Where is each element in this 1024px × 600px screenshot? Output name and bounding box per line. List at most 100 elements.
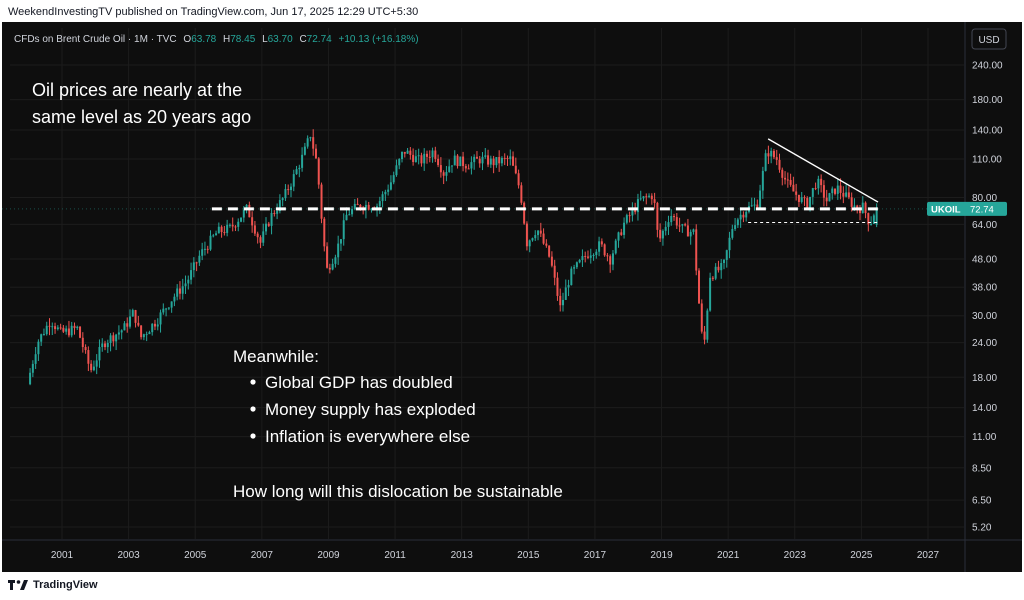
candle-body-down xyxy=(412,154,415,163)
candle-body-up xyxy=(736,219,739,226)
chart-panel[interactable]: 240.00 180.00 140.00 110.00 80.00 64.00 48.00 3… xyxy=(2,22,1022,572)
legend-change: +10.13 (+16.18%) xyxy=(338,34,418,45)
svg-text:CFDs on Brent Crude Oil · 1M ·: CFDs on Brent Crude Oil · 1M · TVC O63.7… xyxy=(14,34,419,45)
candle-body-up xyxy=(142,334,145,338)
candle-body-down xyxy=(825,197,828,202)
candle-body-up xyxy=(764,153,767,171)
candle-body-up xyxy=(636,199,639,213)
candles xyxy=(29,129,878,386)
publisher-line: WeekendInvestingTV published on TradingV… xyxy=(8,6,419,18)
candle-body-up xyxy=(278,200,281,212)
candle-body-up xyxy=(642,196,645,199)
candle-body-up xyxy=(575,262,578,268)
annotation-body: Meanwhile: Global GDP has doubled Money … xyxy=(233,347,563,501)
candle-body-up xyxy=(131,310,134,317)
candle-body-up xyxy=(453,155,456,166)
candle-body-up xyxy=(148,332,151,335)
candle-body-down xyxy=(104,343,107,348)
price-axis[interactable]: 240.00 180.00 140.00 110.00 80.00 64.00 48.00 3… xyxy=(972,61,1003,534)
candle-body-down xyxy=(506,157,509,159)
candle-body-down xyxy=(134,310,137,323)
candle-body-down xyxy=(858,209,861,214)
candle-body-up xyxy=(70,325,73,336)
candle-body-up xyxy=(720,263,723,271)
candle-body-up xyxy=(342,220,345,240)
candle-body-up xyxy=(129,316,132,327)
candle-body-down xyxy=(79,326,82,338)
y-tick-label: 14.00 xyxy=(972,403,997,414)
candle-body-down xyxy=(84,347,87,351)
candle-body-up xyxy=(423,153,426,164)
candle-body-up xyxy=(292,174,295,187)
candle-body-up xyxy=(481,156,484,164)
candle-body-down xyxy=(48,325,51,327)
candle-body-down xyxy=(656,202,659,230)
candle-body-down xyxy=(517,173,520,186)
footer-brand[interactable]: TradingView xyxy=(8,576,98,594)
candle-body-down xyxy=(684,224,687,226)
candle-body-down xyxy=(700,303,703,332)
candle-body-up xyxy=(378,201,381,207)
candle-body-down xyxy=(320,184,323,219)
candle-body-down xyxy=(803,197,806,199)
x-tick-label: 2001 xyxy=(51,550,74,561)
candle-body-down xyxy=(251,217,254,226)
candle-body-down xyxy=(195,262,198,264)
candle-body-up xyxy=(192,262,195,271)
candle-body-down xyxy=(586,256,589,258)
y-tick-label: 24.00 xyxy=(972,338,997,349)
candle-body-down xyxy=(90,363,93,371)
candle-body-up xyxy=(226,224,229,233)
candle-body-up xyxy=(212,235,215,237)
candle-body-up xyxy=(595,251,598,255)
candle-body-down xyxy=(523,202,526,224)
candle-body-up xyxy=(537,230,540,236)
candle-body-up xyxy=(331,263,334,270)
y-tick-label: 5.20 xyxy=(972,523,992,534)
candle-body-up xyxy=(648,195,651,197)
candle-body-up xyxy=(173,296,176,302)
y-tick-label: 6.50 xyxy=(972,496,992,507)
candle-body-up xyxy=(265,223,268,232)
currency-button[interactable]: USD xyxy=(971,28,1007,50)
candle-body-down xyxy=(434,150,437,159)
candle-body-up xyxy=(65,328,68,332)
candle-body-up xyxy=(722,259,725,264)
grid-lines xyxy=(10,28,964,539)
x-tick-label: 2025 xyxy=(850,550,873,561)
candle-body-up xyxy=(106,342,109,348)
candle-body-down xyxy=(559,295,562,306)
last-price-tag: UKOIL 72.74 xyxy=(927,201,1007,216)
time-axis[interactable]: 2001 2003 2005 2007 2009 2011 2013 2015 2017 2019… xyxy=(51,550,940,561)
candle-body-down xyxy=(789,180,792,185)
candle-body-down xyxy=(606,255,609,257)
candle-body-up xyxy=(473,156,476,163)
candle-body-up xyxy=(76,326,79,329)
candle-body-down xyxy=(439,165,442,173)
candle-body-up xyxy=(162,308,165,313)
candle-body-down xyxy=(806,198,809,209)
candle-body-down xyxy=(62,327,65,332)
x-tick-label: 2013 xyxy=(451,550,474,561)
candle-body-up xyxy=(450,165,453,167)
candle-body-up xyxy=(190,270,193,280)
candle-body-down xyxy=(711,277,714,279)
price-chart[interactable]: 240.00 180.00 140.00 110.00 80.00 64.00 48.00 3… xyxy=(2,22,1022,572)
x-tick-label: 2011 xyxy=(384,550,406,561)
candle-body-down xyxy=(678,225,681,227)
candle-body-up xyxy=(870,223,873,225)
candle-body-down xyxy=(267,223,270,226)
candle-body-up xyxy=(101,343,104,348)
y-tick-label: 64.00 xyxy=(972,220,997,231)
symbol-legend[interactable]: CFDs on Brent Crude Oil · 1M · TVC O63.7… xyxy=(14,34,419,45)
candle-body-down xyxy=(784,177,787,180)
candle-body-down xyxy=(850,197,853,207)
candle-body-down xyxy=(609,256,612,265)
candle-body-up xyxy=(670,215,673,223)
bullet-gdp: Global GDP has doubled xyxy=(265,373,453,392)
candle-body-up xyxy=(567,285,570,288)
candle-body-up xyxy=(370,209,373,211)
y-tick-label: 8.50 xyxy=(972,463,992,474)
candle-body-down xyxy=(600,241,603,245)
candle-body-down xyxy=(178,288,181,294)
